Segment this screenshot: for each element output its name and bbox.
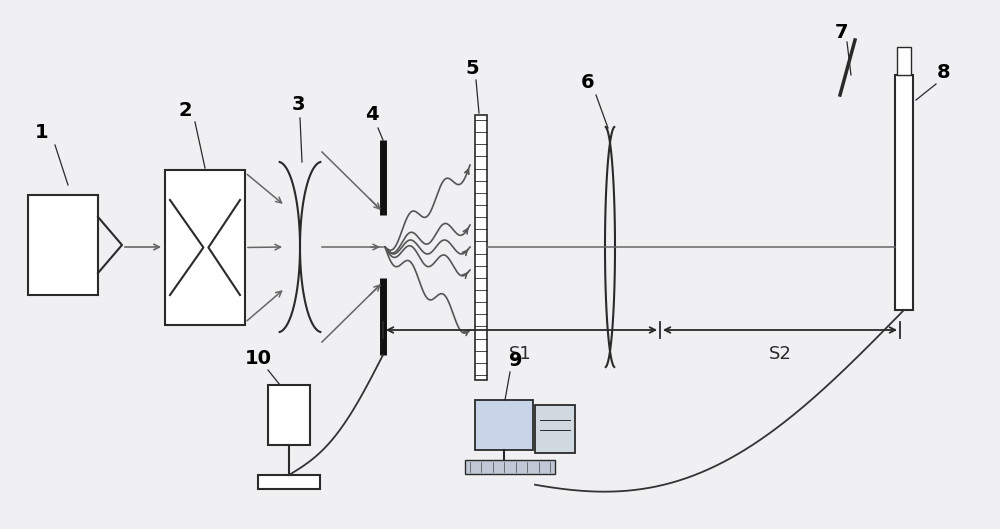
- Bar: [465, 460, 555, 474]
- Text: 1: 1: [35, 123, 49, 141]
- Text: 6: 6: [581, 72, 595, 92]
- Bar: [165, 170, 245, 325]
- Bar: [28, 195, 98, 295]
- Bar: [475, 400, 533, 450]
- Text: 8: 8: [937, 62, 951, 81]
- Bar: [268, 385, 310, 445]
- Text: 4: 4: [365, 105, 379, 124]
- Bar: [258, 475, 320, 489]
- Text: 3: 3: [291, 96, 305, 114]
- Text: 9: 9: [509, 351, 523, 369]
- Bar: [895, 75, 913, 310]
- Bar: [475, 115, 487, 380]
- Text: 10: 10: [244, 349, 272, 368]
- Text: S1: S1: [509, 345, 531, 363]
- Text: 7: 7: [835, 23, 849, 41]
- Bar: [535, 405, 575, 453]
- Text: S2: S2: [769, 345, 791, 363]
- Text: 2: 2: [178, 101, 192, 120]
- Text: 5: 5: [465, 59, 479, 78]
- Bar: [897, 47, 911, 75]
